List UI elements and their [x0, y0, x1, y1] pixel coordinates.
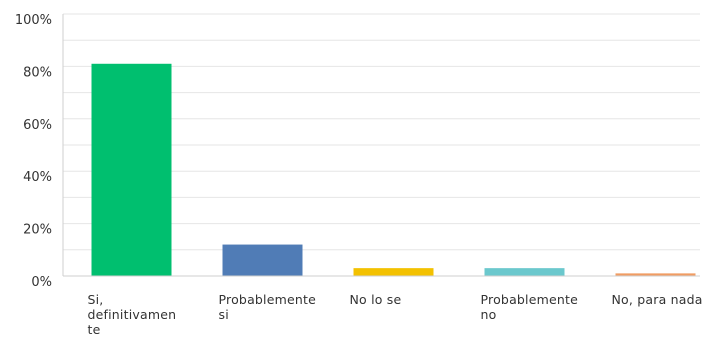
y-tick-label: 100%	[15, 13, 52, 28]
x-tick-label: Si, definitivamen te	[87, 292, 177, 337]
x-tick-label: No lo se	[349, 292, 402, 307]
bar	[353, 268, 434, 276]
y-tick-label: 80%	[23, 65, 52, 80]
x-tick-label: No, para nada	[611, 292, 703, 307]
bar	[222, 244, 303, 276]
y-tick-label: 60%	[23, 118, 52, 133]
bar	[484, 268, 565, 276]
y-tick-label: 20%	[23, 223, 52, 238]
bar	[615, 273, 696, 276]
bar	[91, 63, 172, 276]
bars	[91, 63, 696, 276]
y-tick-label: 0%	[31, 275, 52, 290]
x-tick-label: Probablemente no	[480, 292, 579, 322]
x-tick-label: Probablemente si	[218, 292, 317, 322]
y-axis-ticks: 0% 20% 40% 60% 80% 100%	[15, 13, 52, 290]
y-tick-label: 40%	[23, 170, 52, 185]
